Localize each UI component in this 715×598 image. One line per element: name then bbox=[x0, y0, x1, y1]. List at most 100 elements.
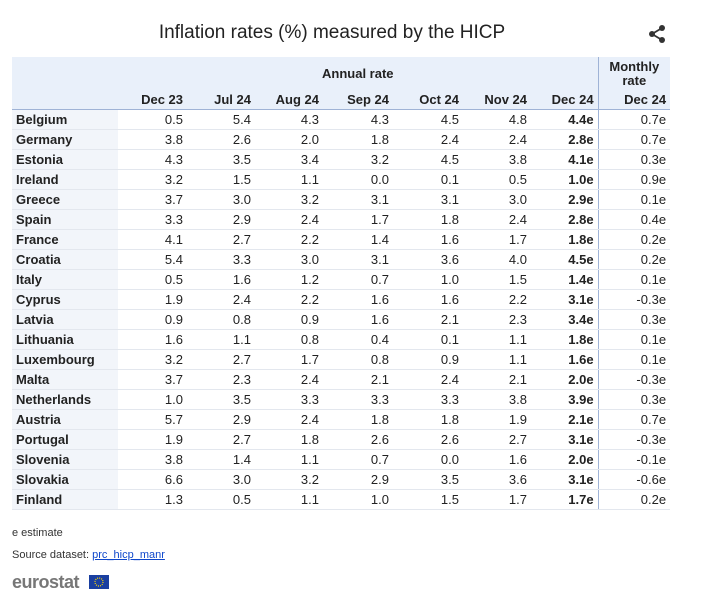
cell: 3.8 bbox=[118, 449, 187, 470]
cell: 3.0 bbox=[187, 189, 255, 210]
table-row: Finland 1.3 0.5 1.1 1.0 1.5 1.7 1.7e 0.2e bbox=[12, 489, 671, 510]
cell: 1.4 bbox=[323, 229, 393, 250]
cell: 1.6e bbox=[531, 349, 599, 370]
cell: 0.8 bbox=[187, 309, 255, 330]
cell: 0.3e bbox=[597, 389, 671, 410]
share-icon[interactable] bbox=[647, 24, 667, 44]
cell: -0.1e bbox=[597, 449, 671, 470]
cell: 0.9 bbox=[393, 349, 463, 370]
title: Inflation rates (%) measured by the HICP bbox=[158, 22, 506, 43]
cell: 0.1e bbox=[597, 269, 671, 290]
row-header: Germany bbox=[12, 129, 118, 150]
table-row: Ireland 3.2 1.5 1.1 0.0 0.1 0.5 1.0e 0.9e bbox=[12, 169, 671, 190]
cell: 3.3 bbox=[187, 249, 255, 270]
cell: 2.8e bbox=[531, 209, 599, 230]
table-row: Luxembourg 3.2 2.7 1.7 0.8 0.9 1.1 1.6e 0.1e bbox=[12, 349, 671, 370]
cell: 0.8 bbox=[255, 329, 323, 350]
table-row: Greece 3.7 3.0 3.2 3.1 3.1 3.0 2.9e 0.1e bbox=[12, 189, 671, 210]
cell: 2.2 bbox=[463, 289, 531, 310]
cell: 3.1e bbox=[531, 289, 599, 310]
cell: 1.9 bbox=[463, 409, 531, 430]
cell: 4.0 bbox=[463, 249, 531, 270]
cell: 3.1 bbox=[323, 189, 393, 210]
table-row: Croatia 5.4 3.3 3.0 3.1 3.6 4.0 4.5e 0.2e bbox=[12, 249, 671, 270]
cell: 3.3 bbox=[255, 389, 323, 410]
row-header: Cyprus bbox=[12, 289, 118, 310]
cell: 1.7 bbox=[463, 489, 531, 510]
cell: -0.6e bbox=[597, 469, 671, 490]
cell: 2.6 bbox=[393, 429, 463, 450]
cell: 2.4 bbox=[255, 369, 323, 390]
cell: 2.4 bbox=[463, 209, 531, 230]
cell: 0.8 bbox=[323, 349, 393, 370]
cell: -0.3e bbox=[597, 429, 671, 450]
cell: 4.3 bbox=[118, 149, 187, 170]
cell: 2.4 bbox=[255, 209, 323, 230]
cell: 0.7e bbox=[597, 109, 671, 130]
column-header: Sep 24 bbox=[323, 90, 393, 110]
column-header: Aug 24 bbox=[255, 90, 323, 110]
cell: 1.3 bbox=[118, 489, 187, 510]
cell: 1.7 bbox=[463, 229, 531, 250]
cell: 3.3 bbox=[323, 389, 393, 410]
cell: 2.4 bbox=[255, 409, 323, 430]
table-row: Spain 3.3 2.9 2.4 1.7 1.8 2.4 2.8e 0.4e bbox=[12, 209, 671, 230]
data-table: Annual rate Monthly rate Dec 23 Jul 24 Aug… bbox=[12, 57, 671, 510]
cell: 1.4 bbox=[187, 449, 255, 470]
cell: 3.4e bbox=[531, 309, 599, 330]
cell: 1.6 bbox=[393, 229, 463, 250]
cell: 3.1 bbox=[323, 249, 393, 270]
cell: 4.5 bbox=[393, 149, 463, 170]
cell: 1.8 bbox=[393, 409, 463, 430]
row-header: Malta bbox=[12, 369, 118, 390]
cell: 2.0 bbox=[255, 129, 323, 150]
cell: 1.0 bbox=[323, 489, 393, 510]
group-header: Monthly rate bbox=[597, 57, 671, 90]
cell: 0.5 bbox=[463, 169, 531, 190]
cell: 3.1e bbox=[531, 469, 599, 490]
cell: 0.2e bbox=[597, 489, 671, 510]
cell: 6.6 bbox=[118, 469, 187, 490]
cell: 3.2 bbox=[118, 349, 187, 370]
source-link[interactable]: prc_hicp_manr bbox=[92, 549, 165, 561]
cell: 0.1e bbox=[597, 329, 671, 350]
table-row: Austria 5.7 2.9 2.4 1.8 1.8 1.9 2.1e 0.7e bbox=[12, 409, 671, 430]
cell: 0.7 bbox=[323, 449, 393, 470]
cell: 1.6 bbox=[463, 449, 531, 470]
cell: 1.1 bbox=[463, 349, 531, 370]
table-row: Estonia 4.3 3.5 3.4 3.2 4.5 3.8 4.1e 0.3e bbox=[12, 149, 671, 170]
cell: 2.2 bbox=[255, 289, 323, 310]
row-header: Netherlands bbox=[12, 389, 118, 410]
cell: 0.9e bbox=[597, 169, 671, 190]
cell: 3.3 bbox=[118, 209, 187, 230]
cell: 4.5e bbox=[531, 249, 599, 270]
group-header: Annual rate bbox=[118, 57, 599, 90]
cell: 4.1e bbox=[531, 149, 599, 170]
cell: 2.9 bbox=[187, 409, 255, 430]
cell: 1.1 bbox=[187, 329, 255, 350]
cell: 3.6 bbox=[393, 249, 463, 270]
cell: 0.4e bbox=[597, 209, 671, 230]
cell: 3.1e bbox=[531, 429, 599, 450]
cell: 1.8 bbox=[393, 209, 463, 230]
cell: 0.5 bbox=[118, 269, 187, 290]
cell: 1.1 bbox=[463, 329, 531, 350]
row-header: Slovenia bbox=[12, 449, 118, 470]
cell: 2.0e bbox=[531, 369, 599, 390]
cell: 2.9e bbox=[531, 189, 599, 210]
cell: 0.1 bbox=[393, 169, 463, 190]
cell: 4.5 bbox=[393, 109, 463, 130]
row-header: Luxembourg bbox=[12, 349, 118, 370]
cell: 0.0 bbox=[323, 169, 393, 190]
column-header: Nov 24 bbox=[463, 90, 531, 110]
cell: 1.8 bbox=[255, 429, 323, 450]
row-header: Italy bbox=[12, 269, 118, 290]
cell: 0.1e bbox=[597, 189, 671, 210]
cell: 1.9 bbox=[118, 289, 187, 310]
cell: 2.4 bbox=[463, 129, 531, 150]
cell: 1.2 bbox=[255, 269, 323, 290]
cell: 1.0 bbox=[393, 269, 463, 290]
table-row: Netherlands 1.0 3.5 3.3 3.3 3.3 3.8 3.9e 0.3e bbox=[12, 389, 671, 410]
cell: 1.7 bbox=[323, 209, 393, 230]
cell: 3.8 bbox=[463, 149, 531, 170]
